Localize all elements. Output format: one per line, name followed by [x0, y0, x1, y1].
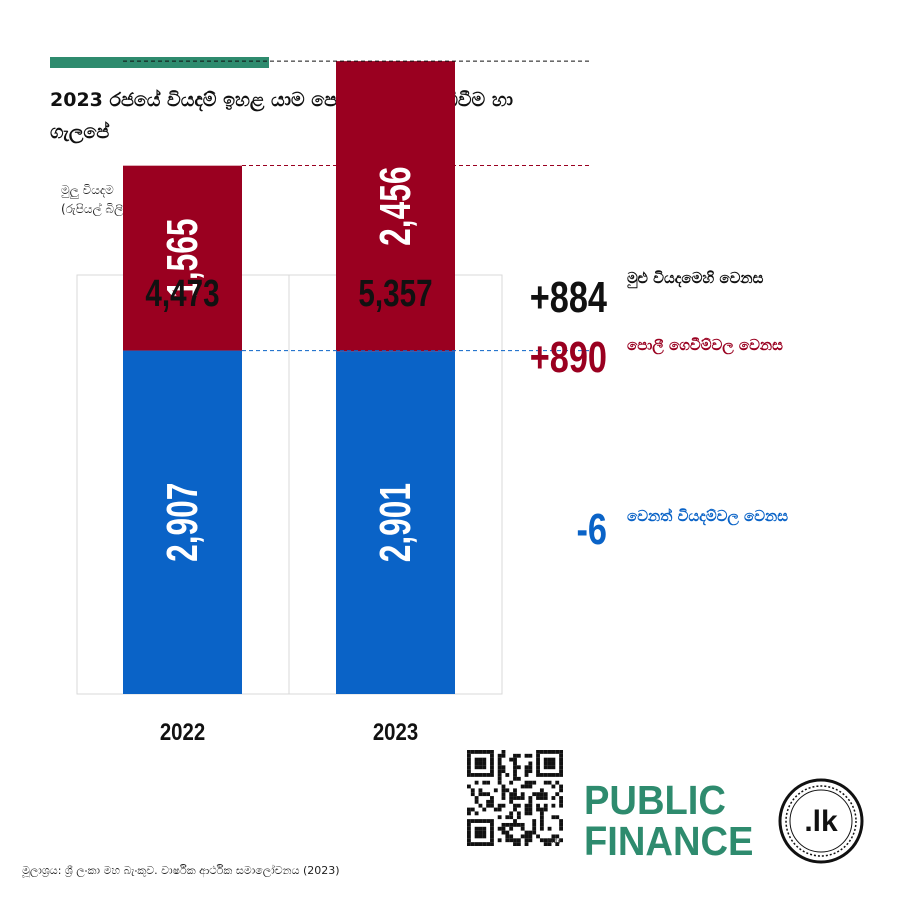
logo-line-public: PUBLIC — [584, 777, 726, 823]
change-label: වෙනත් වියදම්වල වෙනස — [627, 507, 789, 525]
bar-other-2022 — [123, 350, 242, 694]
qr-caption: bitly — [548, 838, 562, 845]
change-label: මුළු වියදමෙහි වෙනස — [627, 269, 764, 287]
change-value: +884 — [530, 273, 607, 322]
public-finance-logo: PUBLIC FINANCE — [584, 780, 753, 862]
qr-code-icon — [467, 750, 563, 846]
bar-interest-2023 — [336, 61, 455, 352]
x-tick-label: 2022 — [160, 718, 205, 745]
logo-seal-text: .lk — [804, 805, 838, 838]
source-note: මූලාශ්‍රය: ශ්‍රී ලංකා මහ බැංකුව. වාර්ෂික… — [22, 864, 340, 877]
change-label: පොලී ගෙවීම්වල වෙනස — [627, 336, 783, 354]
change-value: -6 — [576, 505, 607, 554]
total-label: 4,473 — [145, 273, 219, 315]
bar-interest-2022 — [123, 165, 242, 351]
logo-line-finance: FINANCE — [584, 818, 754, 864]
data-label: 1,565 — [158, 218, 207, 297]
data-label: 2,901 — [371, 483, 420, 562]
x-tick-label: 2023 — [373, 718, 418, 745]
bar-other-2023 — [336, 351, 455, 694]
data-label: 2,456 — [371, 167, 420, 246]
data-label: 2,907 — [158, 483, 207, 562]
lk-seal-icon: .lk — [778, 778, 864, 864]
total-label: 5,357 — [358, 273, 432, 315]
accent-bar — [50, 57, 269, 68]
change-value: +890 — [530, 333, 607, 382]
